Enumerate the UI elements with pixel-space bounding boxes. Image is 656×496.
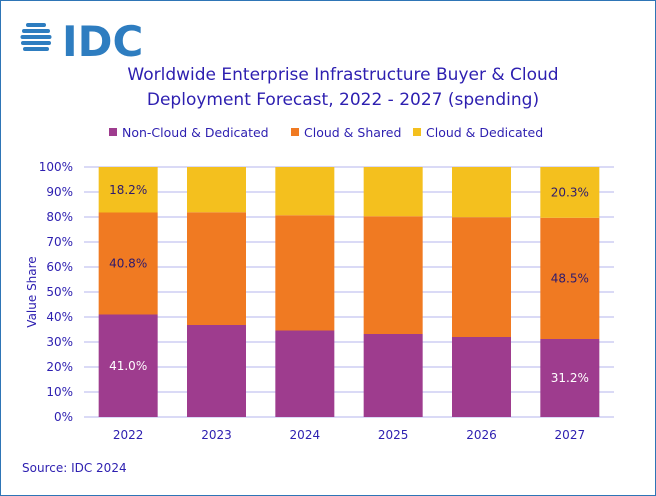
bar-segment <box>187 325 246 417</box>
data-label: 20.3% <box>551 185 589 199</box>
x-tick-label: 2026 <box>466 428 497 442</box>
bar-segment <box>363 334 423 417</box>
y-tick-label: 60% <box>46 260 73 274</box>
bar-segment <box>187 212 246 325</box>
x-tick-label: 2023 <box>201 428 232 442</box>
bar-segment <box>540 167 600 218</box>
bar-segment <box>540 339 600 417</box>
legend-swatch <box>109 128 117 136</box>
x-tick-label: 2024 <box>290 428 321 442</box>
x-tick-label: 2025 <box>378 428 409 442</box>
chart-title-line-1: Worldwide Enterprise Infrastructure Buye… <box>127 65 558 85</box>
x-tick-label: 2022 <box>113 428 144 442</box>
logo-stripe <box>22 29 50 33</box>
data-label: 18.2% <box>109 183 147 197</box>
bar-segment <box>275 167 335 216</box>
y-tick-label: 0% <box>54 410 73 424</box>
bar-segment <box>452 217 511 337</box>
x-tick-label: 2027 <box>555 428 586 442</box>
bar-segment <box>540 217 600 339</box>
y-tick-label: 70% <box>46 235 73 249</box>
y-tick-label: 50% <box>46 285 73 299</box>
bar-segment <box>452 337 511 417</box>
legend-swatch <box>291 128 299 136</box>
bars: 41.0% 40.8% 18.2% 31.2% 48.5% 20.3% <box>98 167 600 417</box>
y-tick-label: 100% <box>39 160 73 174</box>
data-label: 31.2% <box>551 371 589 385</box>
bar-segment <box>98 212 158 315</box>
logo-stripe <box>23 47 49 51</box>
logo-stripe <box>26 23 46 27</box>
bar-segment <box>275 330 335 417</box>
gridlines: 0% 10% 20% 30% 40% 50% 60% 70% 80% 90% 100% <box>39 160 614 424</box>
bar-segment <box>452 167 511 218</box>
legend-label: Cloud & Shared <box>304 125 401 140</box>
legend: Non-Cloud & Dedicated Cloud & Shared Cloud… <box>109 125 543 140</box>
bar-segment <box>363 167 423 217</box>
bar-segment <box>275 215 335 331</box>
chart-title-line-2: Deployment Forecast, 2022 - 2027 (spendi… <box>147 90 539 110</box>
bar-segment <box>98 167 158 213</box>
source-note: Source: IDC 2024 <box>22 461 127 475</box>
bar-segment <box>363 216 423 334</box>
legend-label: Non-Cloud & Dedicated <box>122 125 269 140</box>
data-label: 40.8% <box>109 257 147 271</box>
logo-stripe <box>21 41 51 45</box>
y-axis-label: Value Share <box>25 256 39 327</box>
y-tick-label: 80% <box>46 210 73 224</box>
y-tick-label: 20% <box>46 360 73 374</box>
y-tick-label: 10% <box>46 385 73 399</box>
idc-globe-icon <box>20 23 52 51</box>
logo-stripe <box>20 35 52 39</box>
data-label: 41.0% <box>109 359 147 373</box>
x-axis-ticks: 2022 2023 2024 2025 2026 2027 <box>113 428 585 442</box>
y-tick-label: 90% <box>46 185 73 199</box>
bar-segment <box>187 167 246 213</box>
idc-logo: IDC <box>20 17 143 66</box>
y-tick-label: 30% <box>46 335 73 349</box>
legend-swatch <box>413 128 421 136</box>
y-tick-label: 40% <box>46 310 73 324</box>
bar-segment <box>98 314 158 417</box>
data-label: 48.5% <box>551 271 589 285</box>
idc-logo-text: IDC <box>62 17 143 66</box>
legend-label: Cloud & Dedicated <box>426 125 543 140</box>
